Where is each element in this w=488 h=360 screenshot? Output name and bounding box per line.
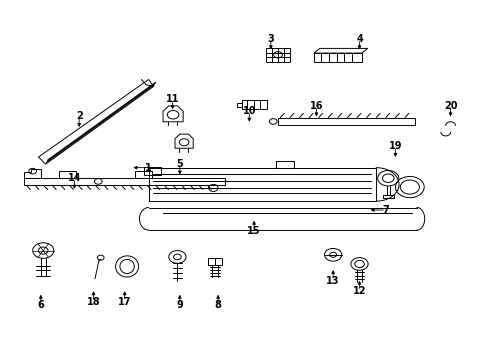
Text: 9: 9 (176, 300, 183, 310)
Bar (237, 103, 242, 107)
Text: 18: 18 (86, 297, 100, 307)
Text: 7: 7 (382, 205, 388, 215)
Text: 1: 1 (145, 163, 152, 173)
Text: 17: 17 (118, 297, 131, 307)
Bar (135, 171, 152, 177)
Text: 20: 20 (443, 101, 456, 111)
Text: 13: 13 (325, 275, 339, 285)
Text: 5: 5 (176, 159, 183, 169)
Text: 8: 8 (214, 300, 221, 310)
Bar (143, 167, 160, 175)
Bar (242, 100, 266, 109)
Text: 6: 6 (38, 300, 44, 310)
Text: 4: 4 (355, 34, 362, 44)
Text: 15: 15 (247, 226, 260, 236)
Text: 14: 14 (67, 173, 81, 183)
Text: 12: 12 (352, 286, 366, 296)
Text: 2: 2 (76, 112, 82, 121)
Text: 19: 19 (388, 141, 402, 152)
Bar (59, 171, 76, 177)
Text: 10: 10 (242, 106, 256, 116)
Bar (207, 258, 222, 265)
Text: 3: 3 (267, 34, 274, 44)
Text: 11: 11 (165, 94, 179, 104)
Bar (275, 161, 293, 168)
Text: 16: 16 (309, 101, 323, 111)
Bar (265, 48, 289, 62)
